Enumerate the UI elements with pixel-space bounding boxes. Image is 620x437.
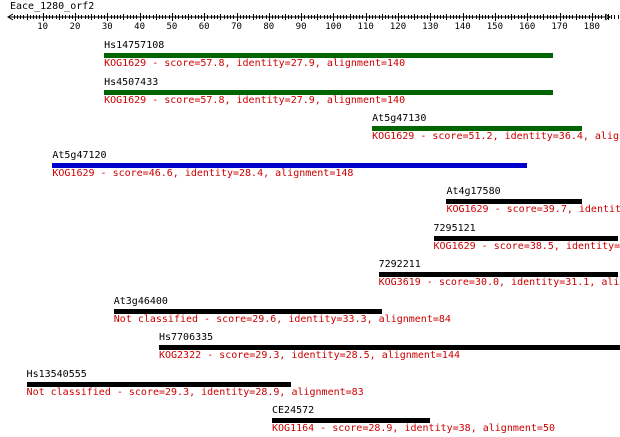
ruler [7, 13, 619, 21]
ruler-right-arrow [604, 13, 611, 21]
hit-name[interactable]: 7292211 [378, 259, 421, 270]
ruler-tick-label: 140 [454, 22, 471, 32]
ruler-tick-label: 90 [295, 22, 307, 32]
hit-alignment-bar[interactable] [113, 308, 382, 314]
hit-description: KOG3619 - score=30.0, identity=31.1, ali… [378, 277, 620, 288]
hit-description: Not classified - score=29.6, identity=33… [113, 313, 451, 325]
ruler-tick-label: 170 [551, 22, 568, 32]
hit-alignment-bar[interactable] [26, 381, 292, 387]
hit-name[interactable]: Hs14757108 [104, 40, 165, 51]
hit-alignment-bar[interactable] [104, 53, 554, 58]
hit-alignment-bar[interactable] [433, 235, 618, 241]
ruler-left-arrow [7, 13, 14, 21]
ruler-tick-label: 50 [166, 22, 178, 32]
hit-alignment-bar[interactable] [104, 89, 554, 95]
hit-description: Not classified - score=29.3, identity=28… [26, 386, 364, 398]
hit-alignment-bar[interactable] [372, 126, 583, 131]
hit-description: KOG1164 - score=28.9, identity=38, align… [272, 423, 555, 434]
hit-alignment-bar[interactable] [378, 272, 618, 277]
query-title: Eace_1280_orf2 [10, 1, 95, 12]
hit-name[interactable]: 7295121 [433, 222, 476, 234]
ruler-tick-label: 180 [583, 22, 600, 32]
hit-alignment-bar[interactable] [272, 418, 431, 423]
hit-name[interactable]: At5g47120 [52, 149, 107, 161]
ruler-tick-label: 150 [486, 22, 504, 32]
ruler-tick-label: 60 [198, 22, 210, 32]
hit-description: KOG2322 - score=29.3, identity=28.5, ali… [158, 350, 460, 361]
ruler-tick-label: 70 [231, 22, 242, 32]
hit-description: KOG1629 - score=57.8, identity=27.9, ali… [104, 94, 406, 106]
ruler-tick-label: 40 [134, 22, 146, 32]
ruler-tick-label: 110 [357, 22, 374, 32]
hit-alignment-bar[interactable] [52, 162, 528, 168]
hit-name[interactable]: At4g17580 [446, 186, 501, 197]
ruler-tick-label: 130 [422, 22, 439, 32]
hit-name[interactable]: Hs7706335 [158, 332, 214, 343]
hit-description: KOG1629 - score=39.7, identity=4 [446, 204, 620, 215]
hit-description: KOG1629 - score=57.8, identity=27.9, ali… [104, 58, 406, 69]
ruler-tick-label: 160 [519, 22, 536, 32]
hit-name[interactable]: Hs4507433 [104, 76, 159, 88]
hit-description: KOG1629 - score=51.2, identity=36.4, ali… [372, 131, 620, 142]
ruler-tick-label: 10 [37, 22, 49, 32]
ruler-tick-label: 80 [263, 22, 275, 32]
hit-name[interactable]: At3g46400 [113, 295, 168, 307]
ruler-tick-label: 120 [389, 22, 407, 32]
hit-alignment-bar[interactable] [446, 199, 583, 204]
hit-name[interactable]: CE24572 [272, 405, 315, 416]
hit-name[interactable]: Hs13540555 [26, 368, 87, 380]
ruler-tick-label: 30 [101, 22, 113, 32]
ruler-tick-label: 100 [325, 22, 342, 32]
hit-description: KOG1629 - score=38.5, identity=31. [433, 240, 620, 252]
hit-name[interactable]: At5g47130 [372, 113, 427, 124]
hit-alignment-bar[interactable] [158, 345, 620, 350]
ruler-tick-label: 20 [69, 22, 81, 32]
hit-description: KOG1629 - score=46.6, identity=28.4, ali… [52, 167, 354, 179]
